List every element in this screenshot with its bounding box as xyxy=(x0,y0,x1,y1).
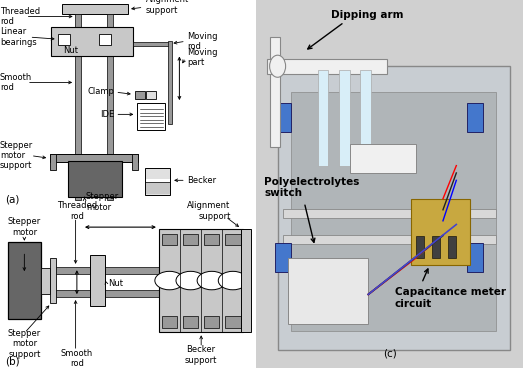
Text: Alignment
support: Alignment support xyxy=(146,0,189,15)
Bar xyxy=(90,255,105,307)
Text: Linear
bearings: Linear bearings xyxy=(0,27,37,47)
Bar xyxy=(339,70,349,166)
Text: Capacitance meter
circuit: Capacitance meter circuit xyxy=(395,287,506,309)
Bar xyxy=(50,153,139,162)
Text: Stepper
motor: Stepper motor xyxy=(86,192,119,212)
Circle shape xyxy=(270,55,286,77)
Bar xyxy=(58,34,71,45)
Polygon shape xyxy=(278,66,509,350)
Text: Stepper
motor: Stepper motor xyxy=(8,217,41,237)
Bar xyxy=(225,316,241,328)
Bar xyxy=(107,14,113,200)
Text: Nut: Nut xyxy=(63,46,78,55)
Text: Dipping arm: Dipping arm xyxy=(331,10,403,20)
Bar xyxy=(99,34,111,45)
Bar xyxy=(204,234,220,245)
Text: Threaded
rod: Threaded rod xyxy=(0,7,40,26)
Bar xyxy=(411,199,470,265)
Bar xyxy=(283,209,496,218)
Bar xyxy=(349,144,416,173)
Bar xyxy=(162,316,177,328)
Bar xyxy=(56,290,159,297)
Circle shape xyxy=(218,271,247,290)
Text: Moving
rod: Moving rod xyxy=(187,32,218,51)
Text: (b): (b) xyxy=(5,356,20,367)
Bar xyxy=(146,91,156,99)
Bar xyxy=(275,243,291,272)
Text: Nut: Nut xyxy=(108,279,122,288)
Bar xyxy=(145,182,169,194)
Bar xyxy=(467,103,483,132)
Bar xyxy=(41,268,50,294)
Bar xyxy=(183,234,198,245)
Bar xyxy=(145,179,169,183)
Bar xyxy=(8,242,41,319)
Bar xyxy=(183,316,198,328)
Bar xyxy=(68,161,122,197)
Polygon shape xyxy=(291,92,496,331)
Text: Smooth
rod: Smooth rod xyxy=(0,73,32,92)
Bar xyxy=(168,41,173,124)
Text: Stepper
motor
support: Stepper motor support xyxy=(8,329,41,358)
Text: Stepper
motor
support: Stepper motor support xyxy=(0,141,33,170)
Bar xyxy=(270,37,280,147)
Text: Polyelectrolytes
switch: Polyelectrolytes switch xyxy=(264,177,360,198)
Bar xyxy=(467,243,483,272)
Bar xyxy=(267,59,387,74)
Bar xyxy=(159,229,243,332)
Bar xyxy=(137,103,165,130)
Circle shape xyxy=(176,271,205,290)
Bar xyxy=(134,91,145,99)
Bar xyxy=(132,153,139,170)
Bar xyxy=(288,258,368,324)
Bar xyxy=(50,258,56,303)
Bar xyxy=(133,42,169,46)
Text: Threaded
rod: Threaded rod xyxy=(57,201,97,221)
Text: (c): (c) xyxy=(383,349,396,359)
Bar xyxy=(204,316,220,328)
Bar xyxy=(145,168,170,195)
Bar xyxy=(51,27,133,56)
Circle shape xyxy=(155,271,184,290)
Bar xyxy=(75,14,81,200)
Bar xyxy=(162,234,177,245)
Bar xyxy=(433,236,440,258)
Circle shape xyxy=(197,271,226,290)
Text: Clamp: Clamp xyxy=(87,87,114,96)
Text: Smooth
rod: Smooth rod xyxy=(61,348,93,368)
Bar xyxy=(225,234,241,245)
Text: Alignment
support: Alignment support xyxy=(187,201,231,221)
Bar xyxy=(317,70,328,166)
Bar xyxy=(416,236,424,258)
Bar xyxy=(62,4,128,14)
Bar xyxy=(275,103,291,132)
Text: Moving
part: Moving part xyxy=(187,48,218,67)
Bar xyxy=(448,236,456,258)
Text: Becker: Becker xyxy=(187,176,216,185)
Bar xyxy=(283,235,496,244)
Bar xyxy=(360,70,371,166)
Bar xyxy=(241,229,251,332)
Text: Becker
support: Becker support xyxy=(185,345,218,365)
Text: IDE: IDE xyxy=(100,110,114,119)
Bar xyxy=(56,267,159,275)
Text: (a): (a) xyxy=(5,194,19,204)
Bar xyxy=(50,153,56,170)
